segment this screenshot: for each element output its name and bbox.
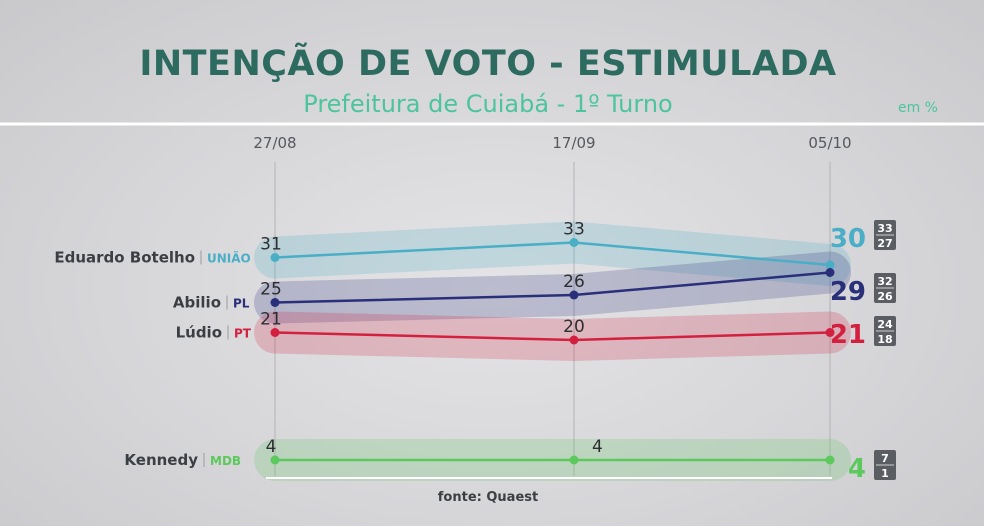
data-point [825, 260, 835, 270]
data-point [270, 253, 280, 262]
data-label: 31 [260, 235, 282, 255]
data-point [270, 328, 280, 337]
candidate-name: Kennedy [124, 451, 198, 469]
margin-upper: 32 [877, 275, 892, 288]
date-label: 17/09 [552, 134, 595, 152]
margin-lower: 26 [877, 290, 893, 303]
party-label: UNIÃO [207, 251, 251, 266]
final-value-label: 30 [830, 224, 866, 254]
data-point [825, 328, 835, 337]
margin-lower: 1 [881, 467, 889, 480]
chart-subtitle: Prefeitura de Cuiabá - 1º Turno [303, 90, 672, 118]
series-band [254, 251, 851, 324]
data-label: 25 [260, 280, 282, 300]
party-label: PL [233, 297, 250, 311]
series-lines [270, 238, 835, 465]
data-point [569, 455, 579, 465]
series-bands [254, 221, 851, 481]
data-label: 26 [563, 272, 585, 292]
date-label: 05/10 [808, 134, 851, 152]
data-label: 21 [260, 310, 282, 330]
chart-title: INTENÇÃO DE VOTO - ESTIMULADA [139, 42, 836, 84]
final-value-label: 4 [848, 454, 866, 484]
candidate-name: Abilio [173, 294, 221, 312]
margin-upper: 24 [877, 318, 893, 331]
candidate-name: Eduardo Botelho [54, 249, 195, 267]
margin-lower: 18 [877, 333, 892, 346]
data-point [569, 290, 579, 300]
margin-lower: 27 [877, 237, 892, 250]
data-point [270, 455, 280, 465]
data-point [270, 298, 280, 307]
data-point [825, 268, 835, 277]
final-value-label: 21 [830, 320, 866, 350]
data-label: 4 [592, 437, 603, 457]
party-label: MDB [210, 454, 241, 468]
date-label: 27/08 [253, 134, 296, 152]
data-point [569, 335, 579, 345]
party-label: PT [234, 327, 252, 341]
candidate-name: Lúdio [176, 324, 222, 342]
date-axis: 27/08 17/09 05/10 [253, 134, 851, 152]
data-label: 4 [266, 437, 277, 457]
vertical-gridlines [274, 162, 831, 476]
unit-note: em % [898, 100, 938, 116]
data-point [569, 238, 579, 247]
margin-upper: 33 [877, 222, 892, 235]
margin-upper: 7 [881, 452, 889, 465]
data-point [825, 455, 835, 465]
data-label: 20 [563, 317, 585, 337]
source-note: fonte: Quaest [438, 490, 538, 505]
series-labels: 31 33 30 33 27 Eduardo Botelho UNIÃO 25 26 29 32 26… [54, 220, 896, 484]
data-label: 33 [563, 220, 585, 240]
final-value-label: 29 [830, 277, 866, 307]
